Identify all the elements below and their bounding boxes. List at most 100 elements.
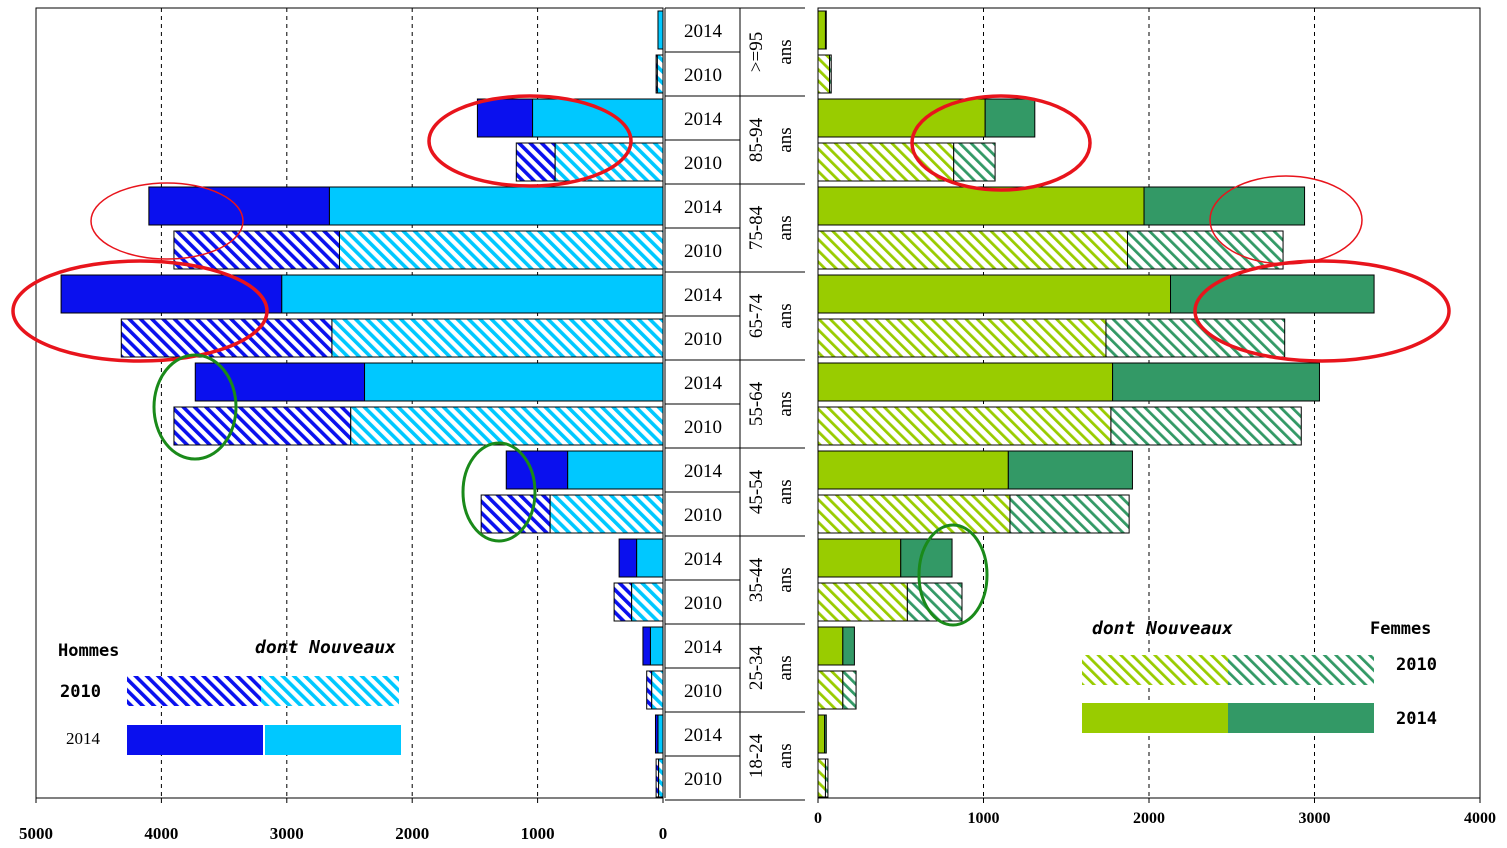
year-label-85-94-2010: 2010: [684, 153, 722, 174]
men-axis-tick-label: 2000: [395, 824, 429, 843]
men-bar-total-45-54-2010: [480, 494, 551, 534]
year-label-35-44-2010: 2010: [684, 593, 722, 614]
year-label->=95-2010: 2010: [684, 65, 722, 86]
age-group-label->=95: >=95: [746, 32, 767, 72]
year-label-18-24-2010: 2010: [684, 769, 722, 790]
men-axis-tick-label: 1000: [521, 824, 555, 843]
men-plot-frame: [35, 7, 664, 799]
year-label->=95-2014: 2014: [684, 21, 723, 42]
age-group-label-65-74: 65-74: [746, 293, 767, 338]
women-bar-total-65-74-2010: [1105, 318, 1286, 358]
highlight-ellipse-men-45-54: [461, 441, 537, 543]
women-bar-total-55-64-2014: [1112, 362, 1320, 402]
men-bar-total-55-64-2014: [194, 362, 366, 402]
highlight-ellipse-women-85-94: [910, 94, 1092, 192]
age-group-label-45-54: 45-54: [746, 469, 767, 514]
age-group-label-18-24: 18-24: [746, 733, 767, 778]
legend-men-2014-new-swatch: [265, 725, 401, 755]
women-bar-total-18-24-2010: [824, 758, 829, 798]
year-label-65-74-2010: 2010: [684, 329, 722, 350]
year-label-55-64-2010: 2010: [684, 417, 722, 438]
men-bar-new-65-74-2014: [281, 274, 664, 314]
men-bar-new-35-44-2014: [636, 538, 664, 578]
women-bar-new-35-44-2014: [817, 538, 902, 578]
women-axis-tick-label: 2000: [1133, 810, 1165, 827]
age-group-label-25-34: 25-34: [746, 645, 767, 690]
year-label-75-84-2014: 2014: [684, 197, 723, 218]
men-bar-new-85-94-2014: [532, 98, 664, 138]
women-bar-total-45-54-2014: [1007, 450, 1133, 490]
men-bar-total-55-64-2010: [173, 406, 352, 446]
legend-men-2014-total-swatch: [127, 725, 263, 755]
age-unit-label: ans: [775, 479, 796, 504]
men-bar-new-75-84-2014: [328, 186, 664, 226]
year-label-18-24-2014: 2014: [684, 725, 723, 746]
men-axis-tick-label: 3000: [270, 824, 304, 843]
legend-men-2010-total-swatch: [127, 676, 261, 706]
legend-men-2014-label: 2014: [66, 729, 101, 748]
men-bar-total-25-34-2014: [642, 626, 651, 666]
men-bar-total-25-34-2010: [646, 670, 653, 710]
men-bar-new-18-24-2014: [657, 714, 664, 754]
age-unit-label: ans: [775, 391, 796, 416]
women-bar-new-25-34-2010: [817, 670, 844, 710]
women-bar-total-25-34-2010: [842, 670, 857, 710]
women-bar-new-25-34-2014: [817, 626, 844, 666]
women-bar-total-25-34-2014: [842, 626, 855, 666]
men-bar-total-35-44-2010: [613, 582, 633, 622]
men-bar-new-45-54-2010: [549, 494, 664, 534]
year-label-25-34-2014: 2014: [684, 637, 723, 658]
women-bar-total-85-94-2010: [953, 142, 996, 182]
women-bar-total-75-84-2014: [1143, 186, 1306, 226]
highlight-ellipse-women-35-44: [917, 523, 989, 627]
men-bar-new-45-54-2014: [567, 450, 664, 490]
men-bar-new-25-34-2010: [651, 670, 664, 710]
women-bar-new-75-84-2014: [817, 186, 1145, 226]
year-label-25-34-2010: 2010: [684, 681, 722, 702]
men-bar-new-65-74-2010: [331, 318, 664, 358]
age-unit-label: ans: [775, 39, 796, 64]
age-unit-label: ans: [775, 567, 796, 592]
highlight-ellipse-men-55-64: [152, 353, 238, 461]
highlight-ellipses: [11, 94, 1451, 627]
women-bar-new-65-74-2010: [817, 318, 1107, 358]
men-bar-new-55-64-2014: [364, 362, 664, 402]
legend-women-2014-total-swatch: [1228, 703, 1374, 733]
year-label-85-94-2014: 2014: [684, 109, 723, 130]
men-bar-new-55-64-2010: [350, 406, 664, 446]
women-bar-total->=95-2010: [829, 54, 832, 94]
age-unit-label: ans: [775, 215, 796, 240]
women-bar-total-18-24-2014: [824, 714, 827, 754]
legend-women-2014-new-swatch: [1082, 703, 1228, 733]
center-labels: 2014 2010 >=95 ans 2014 2010 85-94 ans 2014 2010 7…: [664, 7, 805, 801]
men-bar-total-85-94-2010: [515, 142, 556, 182]
year-label-45-54-2014: 2014: [684, 461, 723, 482]
women-bar-new->=95-2010: [817, 54, 831, 94]
legend-women-dont-nouveaux: dont Nouveaux: [1092, 618, 1233, 639]
men-bar-total-75-84-2014: [148, 186, 330, 226]
highlight-ellipse-men-85-94: [427, 94, 633, 188]
age-group-label-85-94: 85-94: [746, 117, 767, 162]
age-group-label-75-84: 75-84: [746, 205, 767, 250]
year-label-65-74-2014: 2014: [684, 285, 723, 306]
women-axis-tick-label: 4000: [1464, 810, 1496, 827]
legend-women-2010-label: 2010: [1396, 655, 1437, 675]
bars: [60, 10, 1375, 798]
men-axis-tick-label: 5000: [19, 824, 53, 843]
women-bar-new-35-44-2010: [817, 582, 908, 622]
men-bar-new->=95-2010: [656, 54, 664, 94]
legend-women-2010-new-swatch: [1082, 655, 1228, 685]
women-axis-tick-label: 3000: [1299, 810, 1331, 827]
legend-femmes-title: Femmes: [1370, 619, 1431, 639]
legend-men-dont-nouveaux: dont Nouveaux: [255, 637, 396, 658]
women-bar-new-18-24-2010: [817, 758, 826, 798]
women-bar-new-18-24-2014: [817, 714, 826, 754]
year-label-75-84-2010: 2010: [684, 241, 722, 262]
women-bar-total-55-64-2010: [1110, 406, 1302, 446]
women-bar-new-55-64-2014: [817, 362, 1114, 402]
year-label-55-64-2014: 2014: [684, 373, 723, 394]
men-bar-new->=95-2014: [657, 10, 664, 50]
women-bar-total-45-54-2010: [1009, 494, 1130, 534]
axis-ticks: 5000 4000 3000 2000 1000 0 0 1000 2000 3000 4000: [19, 798, 1496, 843]
legend-women-2014-label: 2014: [1396, 709, 1437, 729]
